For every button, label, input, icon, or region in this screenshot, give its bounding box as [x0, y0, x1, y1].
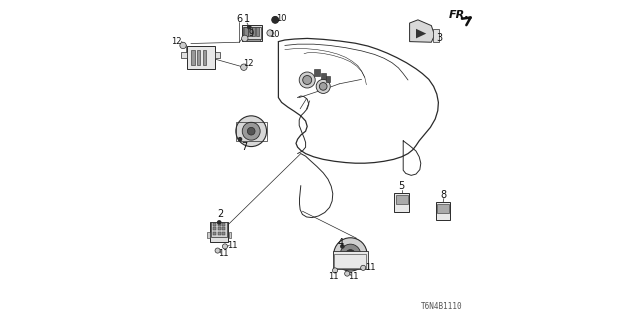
Text: 1: 1	[244, 14, 250, 24]
Bar	[191, 50, 195, 65]
Text: 11: 11	[365, 263, 376, 272]
Circle shape	[247, 127, 255, 135]
Bar	[326, 76, 330, 82]
Bar	[222, 227, 225, 230]
Bar	[213, 223, 216, 226]
Bar	[321, 73, 326, 79]
Text: 5: 5	[399, 181, 404, 191]
Bar	[436, 202, 451, 220]
Bar	[229, 232, 232, 238]
Bar	[213, 227, 216, 230]
Text: 2: 2	[217, 209, 223, 220]
Circle shape	[300, 72, 316, 88]
Text: 10: 10	[276, 14, 286, 23]
Bar	[333, 251, 368, 269]
Text: T6N4B1110: T6N4B1110	[420, 302, 463, 311]
Text: 11: 11	[328, 272, 339, 281]
Circle shape	[239, 138, 242, 141]
Polygon shape	[410, 20, 435, 42]
Bar	[248, 27, 252, 36]
Circle shape	[215, 248, 220, 253]
Text: 7: 7	[241, 142, 248, 152]
Text: 6: 6	[236, 13, 243, 24]
Polygon shape	[416, 29, 426, 38]
Bar	[396, 195, 408, 204]
Bar	[242, 25, 262, 41]
Bar	[218, 227, 221, 230]
Circle shape	[236, 116, 267, 147]
Bar	[213, 232, 216, 235]
Text: 11: 11	[218, 249, 228, 258]
Bar	[187, 46, 215, 69]
Circle shape	[272, 17, 278, 23]
Bar	[222, 223, 225, 226]
Text: 8: 8	[441, 189, 447, 200]
Bar	[182, 52, 187, 58]
Text: 12: 12	[243, 60, 253, 68]
Circle shape	[272, 17, 278, 23]
Bar	[394, 193, 409, 212]
Bar	[433, 29, 439, 42]
Text: 4: 4	[337, 238, 343, 248]
Bar	[243, 27, 260, 39]
Circle shape	[223, 244, 228, 249]
Bar	[314, 69, 319, 76]
Circle shape	[340, 245, 344, 248]
Bar	[244, 39, 260, 41]
Bar	[438, 204, 449, 213]
Circle shape	[360, 265, 366, 270]
Circle shape	[340, 244, 361, 265]
Bar	[256, 27, 259, 36]
Bar	[244, 27, 248, 36]
Circle shape	[180, 42, 186, 49]
Circle shape	[346, 250, 355, 259]
Circle shape	[303, 76, 312, 84]
Text: 3: 3	[436, 33, 442, 43]
Bar	[334, 254, 366, 268]
Bar	[207, 232, 210, 238]
Bar	[218, 232, 221, 235]
Circle shape	[242, 122, 260, 140]
Circle shape	[319, 83, 327, 90]
Bar	[215, 52, 220, 58]
Text: 11: 11	[348, 272, 359, 281]
Text: 10: 10	[269, 30, 280, 39]
Circle shape	[334, 238, 367, 271]
Circle shape	[248, 26, 251, 29]
Circle shape	[333, 268, 338, 273]
Circle shape	[344, 271, 349, 276]
Text: 11: 11	[227, 241, 237, 250]
Bar	[218, 223, 221, 226]
Bar	[252, 27, 255, 36]
Bar	[197, 50, 200, 65]
Text: FR.: FR.	[449, 10, 470, 20]
Text: 9: 9	[248, 29, 254, 38]
Bar	[211, 222, 227, 237]
Circle shape	[316, 79, 330, 93]
Bar	[222, 232, 225, 235]
Bar	[202, 50, 206, 65]
Bar	[210, 221, 228, 243]
Bar	[236, 122, 267, 141]
Circle shape	[241, 64, 247, 70]
Circle shape	[267, 30, 273, 36]
Circle shape	[242, 35, 248, 42]
Text: 12: 12	[172, 37, 182, 46]
Circle shape	[218, 221, 221, 224]
